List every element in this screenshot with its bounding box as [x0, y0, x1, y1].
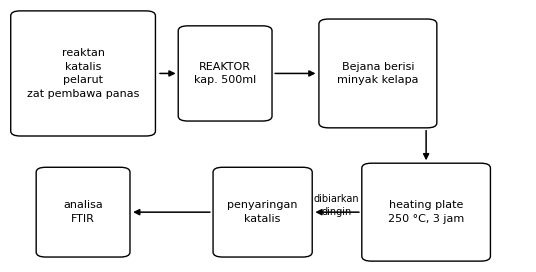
Text: REAKTOR
kap. 500ml: REAKTOR kap. 500ml	[194, 62, 256, 85]
FancyBboxPatch shape	[178, 26, 272, 121]
FancyBboxPatch shape	[213, 167, 312, 257]
Text: penyaringan
katalis: penyaringan katalis	[227, 200, 298, 224]
FancyBboxPatch shape	[36, 167, 130, 257]
FancyBboxPatch shape	[11, 11, 155, 136]
Text: Bejana berisi
minyak kelapa: Bejana berisi minyak kelapa	[337, 62, 419, 85]
FancyBboxPatch shape	[362, 163, 490, 261]
FancyBboxPatch shape	[319, 19, 437, 128]
Text: analisa
FTIR: analisa FTIR	[63, 200, 103, 224]
Text: dibiarkan
dingin: dibiarkan dingin	[314, 194, 360, 217]
Text: heating plate
250 °C, 3 jam: heating plate 250 °C, 3 jam	[388, 200, 464, 224]
Text: reaktan
katalis
pelarut
zat pembawa panas: reaktan katalis pelarut zat pembawa pana…	[27, 48, 139, 99]
